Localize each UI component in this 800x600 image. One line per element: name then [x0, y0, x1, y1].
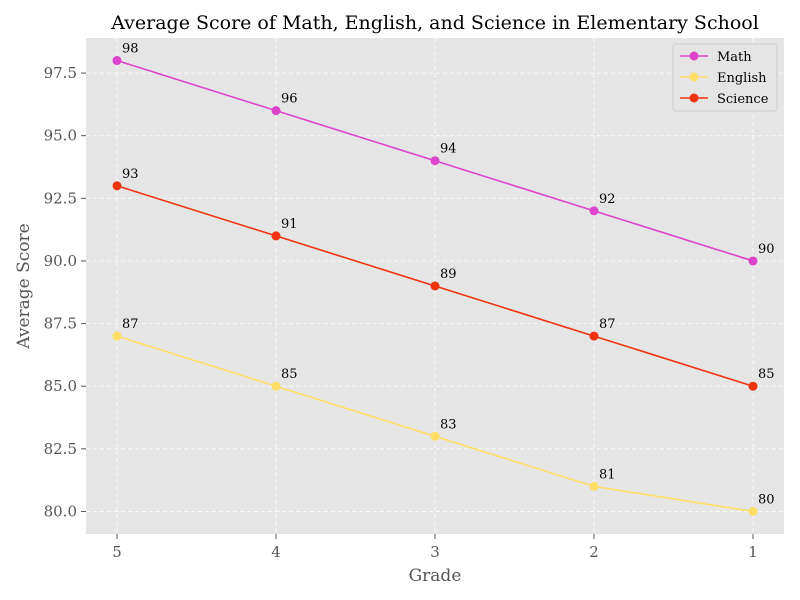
- data-point-math: [430, 156, 440, 166]
- data-point-english: [748, 506, 758, 516]
- data-label-math: 98: [122, 42, 139, 57]
- x-tick-label: 2: [589, 543, 599, 561]
- data-label-science: 93: [122, 167, 139, 182]
- data-point-english: [589, 481, 599, 491]
- y-tick-label: 82.5: [44, 440, 77, 458]
- data-label-science: 91: [281, 217, 298, 232]
- x-axis-label: Grade: [409, 566, 462, 586]
- legend-label-english: English: [717, 71, 767, 86]
- data-label-science: 85: [758, 367, 775, 382]
- data-label-math: 90: [758, 242, 775, 257]
- data-point-math: [271, 106, 281, 116]
- data-point-math: [112, 56, 122, 66]
- legend: Math English Science: [672, 43, 778, 112]
- x-tick-label: 5: [112, 543, 122, 561]
- y-tick-label: 85.0: [44, 377, 77, 395]
- data-labels: 98 96 94 92 90 87 85 83 81 80 93 91 89 87 85: [122, 42, 775, 508]
- x-tick-label: 3: [430, 543, 440, 561]
- data-label-science: 87: [599, 317, 616, 332]
- x-tick-label: 4: [271, 543, 281, 561]
- data-point-science: [748, 381, 758, 391]
- legend-label-math: Math: [717, 50, 752, 65]
- y-tick-label: 92.5: [44, 189, 77, 207]
- y-axis-label: Average Score: [14, 223, 34, 349]
- x-tick-label: 1: [748, 543, 758, 561]
- x-axis-ticks: 5 4 3 2 1: [112, 534, 758, 561]
- y-axis-ticks: 80.0 82.5 85.0 87.5 90.0 92.5 95.0 97.5: [44, 64, 86, 520]
- data-label-math: 94: [440, 142, 457, 157]
- data-point-science: [589, 331, 599, 341]
- data-label-english: 83: [440, 417, 457, 432]
- legend-marker-math: [689, 51, 699, 61]
- data-point-science: [430, 281, 440, 291]
- data-point-math: [589, 206, 599, 216]
- legend-box: [672, 43, 778, 112]
- data-point-science: [112, 181, 122, 191]
- data-point-english: [271, 381, 281, 391]
- data-label-english: 85: [281, 367, 298, 382]
- data-label-english: 80: [758, 492, 775, 507]
- y-tick-label: 87.5: [44, 315, 77, 333]
- y-tick-label: 80.0: [44, 502, 77, 520]
- y-tick-label: 97.5: [44, 64, 77, 82]
- y-tick-label: 90.0: [44, 252, 77, 270]
- data-label-math: 96: [281, 92, 298, 107]
- y-tick-label: 95.0: [44, 127, 77, 145]
- data-point-english: [112, 331, 122, 341]
- chart-title: Average Score of Math, English, and Scie…: [110, 12, 759, 34]
- data-label-english: 87: [122, 317, 139, 332]
- legend-label-science: Science: [717, 92, 769, 107]
- legend-marker-english: [689, 72, 699, 82]
- data-point-science: [271, 231, 281, 241]
- data-label-english: 81: [599, 467, 616, 482]
- data-label-science: 89: [440, 267, 457, 282]
- data-point-english: [430, 431, 440, 441]
- series-layer: [112, 56, 758, 516]
- data-label-math: 92: [599, 192, 616, 207]
- legend-marker-science: [689, 93, 699, 103]
- data-point-math: [748, 256, 758, 266]
